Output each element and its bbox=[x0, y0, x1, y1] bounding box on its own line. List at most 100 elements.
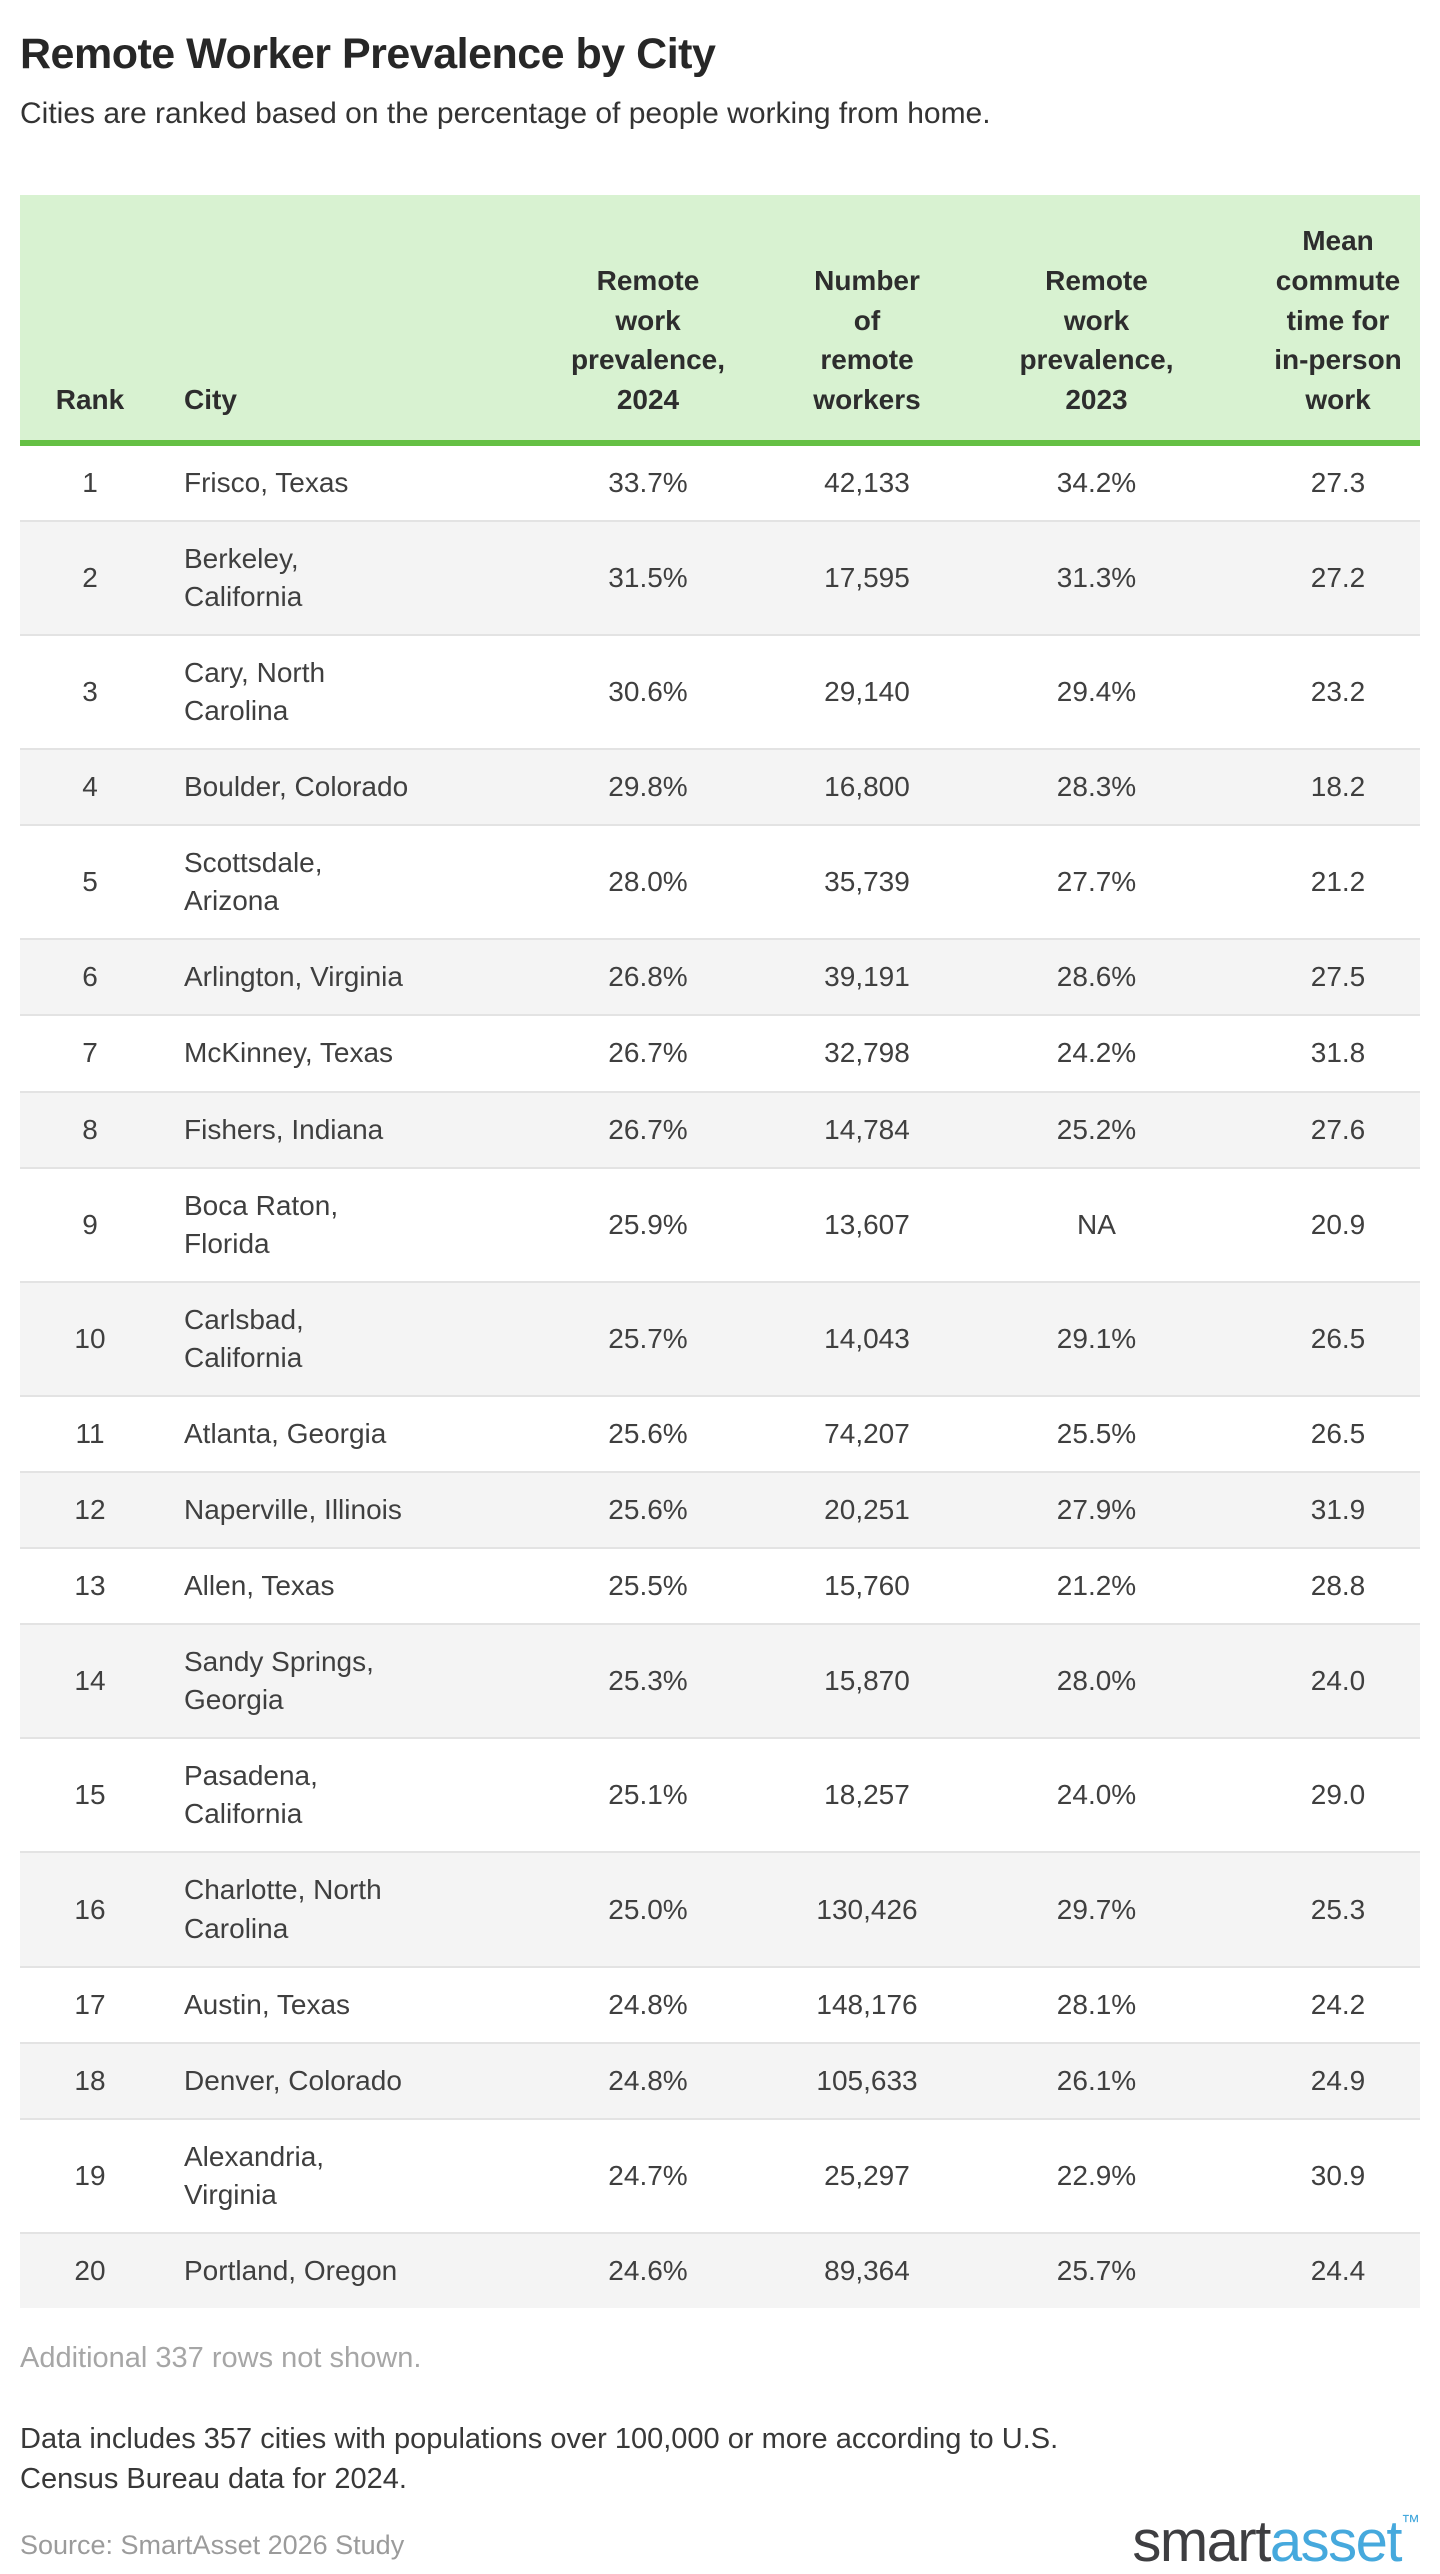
table-header: Rank City Remote work prevalence, 2024 N… bbox=[20, 195, 1420, 446]
table-row: 18 Denver, Colorado 24.8% 105,633 26.1% … bbox=[20, 2042, 1420, 2119]
remote-workers-cell: 29,140 bbox=[824, 676, 910, 708]
rank-cell: 5 bbox=[82, 866, 98, 898]
remote-workers-cell: 105,633 bbox=[816, 2064, 918, 2096]
prevalence-2024-cell: 24.7% bbox=[608, 2159, 688, 2191]
prevalence-2024-cell: 25.6% bbox=[608, 1417, 688, 1449]
commute-cell: 31.8 bbox=[1310, 1037, 1366, 1069]
prevalence-2023-cell: 21.2% bbox=[1056, 1570, 1137, 1602]
table-row: 7 McKinney, Texas 26.7% 32,798 24.2% 31.… bbox=[20, 1015, 1420, 1091]
table-row: 15 Pasadena, California 25.1% 18,257 24.… bbox=[20, 1738, 1420, 1852]
table-row: 13 Allen, Texas 25.5% 15,760 21.2% 28.8 bbox=[20, 1548, 1420, 1624]
commute-cell: 27.6 bbox=[1310, 1113, 1366, 1145]
city-cell: Atlanta, Georgia bbox=[184, 1417, 387, 1449]
rank-cell: 17 bbox=[74, 1988, 106, 2020]
rank-cell: 2 bbox=[82, 561, 98, 593]
commute-cell: 27.5 bbox=[1310, 961, 1366, 993]
city-cell: Berkeley, California bbox=[184, 542, 303, 612]
city-cell: McKinney, Texas bbox=[184, 1037, 394, 1069]
prevalence-2023-cell: 28.0% bbox=[1056, 1665, 1137, 1697]
commute-cell: 24.2 bbox=[1310, 1988, 1366, 2020]
table-row: 1 Frisco, Texas 33.7% 42,133 34.2% 27.3 bbox=[20, 443, 1420, 521]
prevalence-2023-cell: 28.6% bbox=[1056, 961, 1137, 993]
prevalence-2024-cell: 24.8% bbox=[608, 2064, 688, 2096]
rank-cell: 9 bbox=[82, 1208, 98, 1240]
prevalence-2023-cell: 24.0% bbox=[1056, 1779, 1137, 1811]
remote-workers-cell: 16,800 bbox=[824, 771, 910, 803]
city-cell: Allen, Texas bbox=[184, 1570, 335, 1602]
commute-cell: 27.2 bbox=[1310, 561, 1366, 593]
prevalence-2024-cell: 25.0% bbox=[608, 1893, 688, 1925]
city-cell: Cary, North Carolina bbox=[184, 656, 326, 727]
city-cell: Boulder, Colorado bbox=[184, 771, 409, 803]
table-row: 16 Charlotte, North Carolina 25.0% 130,4… bbox=[20, 1852, 1420, 1967]
prevalence-2024-cell: 28.0% bbox=[608, 866, 688, 898]
remote-workers-cell: 148,176 bbox=[816, 1988, 918, 2020]
table-row: 20 Portland, Oregon 24.6% 89,364 25.7% 2… bbox=[20, 2232, 1420, 2309]
prevalence-2023-cell: 26.1% bbox=[1056, 2064, 1137, 2096]
table-row: 10 Carlsbad, California 25.7% 14,043 29.… bbox=[20, 1281, 1420, 1396]
rank-cell: 10 bbox=[74, 1322, 106, 1354]
city-cell: Boca Raton, Florida bbox=[184, 1189, 339, 1259]
logo-smart-text: smart bbox=[1132, 2509, 1271, 2574]
remote-workers-cell: 17,595 bbox=[824, 561, 910, 593]
remote-workers-cell: 13,607 bbox=[824, 1208, 910, 1240]
city-cell: Frisco, Texas bbox=[184, 466, 349, 498]
remote-workers-cell: 32,798 bbox=[824, 1037, 910, 1069]
prevalence-2024-cell: 25.7% bbox=[608, 1322, 688, 1354]
logo-asset-text: asset bbox=[1269, 2509, 1403, 2574]
table-row: 12 Naperville, Illinois 25.6% 20,251 27.… bbox=[20, 1472, 1420, 1549]
prevalence-2023-cell: 29.4% bbox=[1056, 676, 1137, 708]
page-title: Remote Worker Prevalence by City bbox=[20, 30, 716, 78]
rank-cell: 3 bbox=[82, 676, 98, 708]
commute-cell: 30.9 bbox=[1310, 2159, 1366, 2191]
prevalence-2024-cell: 31.5% bbox=[608, 561, 688, 593]
data-note: Data includes 357 cities with population… bbox=[20, 2423, 1059, 2496]
remote-workers-cell: 42,133 bbox=[824, 466, 910, 498]
rank-cell: 14 bbox=[74, 1665, 106, 1697]
city-cell: Carlsbad, California bbox=[184, 1303, 304, 1373]
prevalence-2023-cell: 24.2% bbox=[1056, 1037, 1137, 1069]
remote-workers-cell: 130,426 bbox=[816, 1893, 918, 1925]
prevalence-2024-cell: 25.5% bbox=[608, 1570, 688, 1602]
city-cell: Sandy Springs, Georgia bbox=[184, 1646, 374, 1716]
commute-cell: 27.3 bbox=[1310, 466, 1366, 498]
page-subtitle: Cities are ranked based on the percentag… bbox=[20, 97, 991, 130]
city-cell: Scottsdale, Arizona bbox=[184, 847, 323, 917]
remote-workers-cell: 74,207 bbox=[824, 1417, 910, 1449]
table-row: 5 Scottsdale, Arizona 28.0% 35,739 27.7%… bbox=[20, 825, 1420, 939]
prevalence-2023-cell: 28.3% bbox=[1056, 771, 1137, 803]
rank-cell: 13 bbox=[74, 1570, 106, 1602]
prevalence-2023-cell: 28.1% bbox=[1056, 1988, 1137, 2020]
header-prevalence-2024: Remote work prevalence, 2024 bbox=[539, 195, 757, 446]
prevalence-2023-cell: 27.9% bbox=[1056, 1494, 1137, 1525]
prevalence-2023-cell: 31.3% bbox=[1056, 561, 1137, 593]
commute-cell: 24.4 bbox=[1310, 2254, 1366, 2286]
city-cell: Charlotte, North Carolina bbox=[184, 1874, 382, 1944]
table-row: 14 Sandy Springs, Georgia 25.3% 15,870 2… bbox=[20, 1624, 1420, 1739]
additional-rows-note: Additional 337 rows not shown. bbox=[20, 2342, 422, 2375]
commute-cell: 26.5 bbox=[1310, 1322, 1366, 1354]
prevalence-2023-cell: 29.7% bbox=[1056, 1893, 1137, 1925]
table-row: 8 Fishers, Indiana 26.7% 14,784 25.2% 27… bbox=[20, 1091, 1420, 1168]
commute-cell: 23.2 bbox=[1310, 676, 1366, 708]
prevalence-2024-cell: 25.1% bbox=[608, 1779, 688, 1811]
prevalence-2024-cell: 24.8% bbox=[608, 1988, 688, 2020]
city-cell: Naperville, Illinois bbox=[184, 1494, 402, 1525]
remote-workers-cell: 15,870 bbox=[824, 1665, 910, 1697]
rank-cell: 19 bbox=[74, 2159, 106, 2191]
table-row: 11 Atlanta, Georgia 25.6% 74,207 25.5% 2… bbox=[20, 1395, 1420, 1472]
rank-cell: 15 bbox=[74, 1779, 106, 1811]
prevalence-2024-cell: 25.3% bbox=[608, 1665, 688, 1697]
prevalence-2023-cell: 27.7% bbox=[1056, 866, 1137, 898]
rank-cell: 4 bbox=[82, 771, 98, 803]
commute-cell: 24.0 bbox=[1310, 1665, 1366, 1697]
header-commute-time: Mean commute time for in-person work bbox=[1216, 195, 1420, 446]
rankings-table: Rank City Remote work prevalence, 2024 N… bbox=[20, 195, 1420, 2309]
prevalence-2023-cell: 25.7% bbox=[1056, 2254, 1137, 2286]
rank-cell: 11 bbox=[75, 1417, 105, 1449]
commute-cell: 20.9 bbox=[1310, 1208, 1366, 1240]
remote-workers-cell: 15,760 bbox=[824, 1570, 910, 1602]
prevalence-2024-cell: 25.6% bbox=[608, 1494, 688, 1525]
source-note: Source: SmartAsset 2026 Study bbox=[20, 2530, 405, 2561]
